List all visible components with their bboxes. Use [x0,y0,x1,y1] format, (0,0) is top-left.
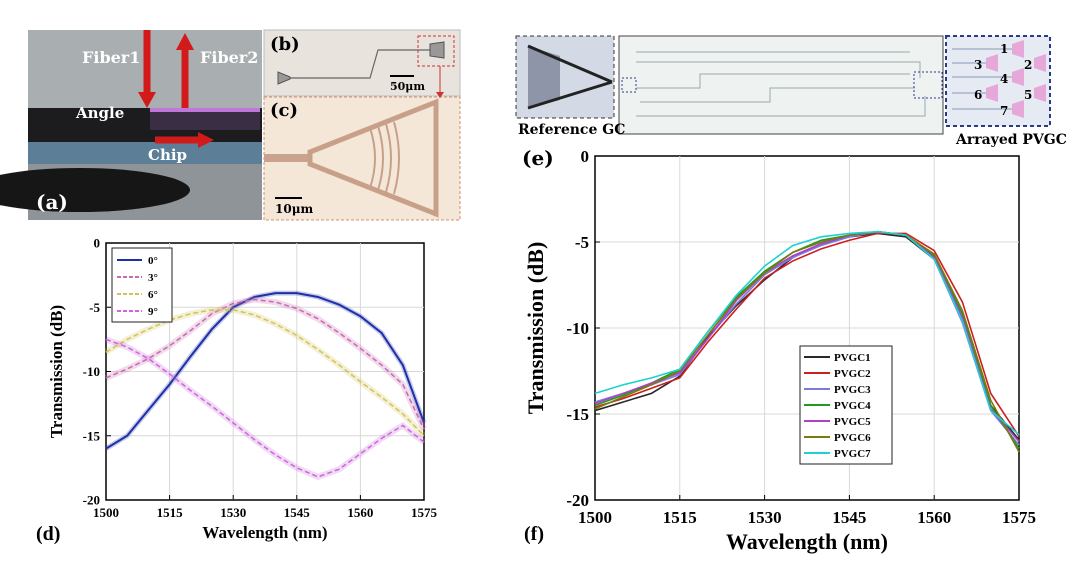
x-tick-label: 1530 [220,505,246,520]
y-tick-label: 0 [94,236,101,251]
series-line-1 [105,298,425,430]
y-tick-label: -5 [89,300,100,315]
pvgc-number-5: 5 [1024,88,1033,102]
y-tick-label: -5 [575,233,589,252]
fiber1-label: Fiber1 [82,48,141,67]
series-line-0 [105,292,425,450]
panel-c-layout [263,96,461,221]
y-axis-label: Transmission (dB) [523,242,548,415]
x-tick-label: 1560 [917,508,951,527]
x-axis-label: Wavelength (nm) [726,529,888,554]
y-tick-label: -20 [83,493,100,508]
x-tick-label: 1500 [93,505,119,520]
panel-e-layout [515,35,1051,135]
x-tick-label: 1575 [1002,508,1036,527]
pvgc-number-2: 2 [1024,58,1033,72]
pvgc-number-4: 4 [1000,72,1009,86]
chart-d: 1500 1515 1530 1545 1560 1575 0 -5 -10 -15 -20 Wave… [36,236,438,545]
series-line-pvgc6 [594,230,1020,453]
panel-a-tag: (a) [36,190,68,214]
y-tick-label: -10 [566,319,589,338]
series-line-3 [105,338,425,478]
series-line-pvgc4 [594,230,1020,449]
panel-c-scale: 10μm [275,202,314,216]
panel-d-tag: (d) [36,523,60,545]
arrayed-pvgc-label: Arrayed PVGC [956,132,1067,148]
legend-label: 6° [148,289,158,301]
panel-b-layout [263,29,461,97]
x-tick-label: 1560 [347,505,373,520]
legend-label: PVGC4 [834,400,871,412]
panel-b-scale: 50μm [390,80,425,93]
panel-b-tag: (b) [270,34,300,55]
panel-c-tag: (c) [270,100,298,121]
pvgc-number-6: 6 [974,88,983,102]
pvgc-number-3: 3 [974,58,983,72]
x-axis-label: Wavelength (nm) [202,523,327,542]
x-tick-label: 1545 [832,508,866,527]
legend-label: PVGC6 [834,432,871,444]
pvgc-number-1: 1 [1000,42,1009,56]
fiber-arrows [138,30,444,148]
y-tick-label: -15 [566,405,589,424]
legend-label: PVGC5 [834,416,871,428]
legend-label: PVGC1 [834,352,871,364]
x-tick-label: 1500 [578,508,612,527]
legend-label: PVGC3 [834,384,871,396]
y-tick-label: -20 [566,491,589,510]
series-line-pvgc7 [594,230,1020,436]
pvgc-number-7: 7 [1000,104,1009,118]
fiber2-label: Fiber2 [200,48,259,67]
chart-f: 1500 1515 1530 1545 1560 1575 0 -5 -10 -15 -20 Wave… [523,147,1036,554]
x-tick-label: 1575 [411,505,438,520]
legend-label: 0° [148,255,158,267]
panel-f-tag: (f) [524,523,544,545]
x-tick-label: 1545 [284,505,311,520]
series-line-2 [105,309,425,437]
legend-label: 9° [148,306,158,318]
angle-label: Angle [76,104,125,122]
y-axis-label: Transmission (dB) [47,305,66,438]
y-tick-label: -10 [83,364,100,379]
panel-e-tag: (e) [522,146,554,170]
x-tick-label: 1530 [748,508,782,527]
legend-label: 3° [148,272,158,284]
chip-label: Chip [148,146,188,164]
legend-label: PVGC7 [834,448,871,460]
x-tick-label: 1515 [157,505,184,520]
x-tick-label: 1515 [663,508,697,527]
series-line-pvgc2 [594,232,1020,437]
reference-gc-label: Reference GC [518,122,626,138]
legend-label: PVGC2 [834,368,871,380]
y-tick-label: -15 [83,428,101,443]
y-tick-label: 0 [581,147,590,166]
